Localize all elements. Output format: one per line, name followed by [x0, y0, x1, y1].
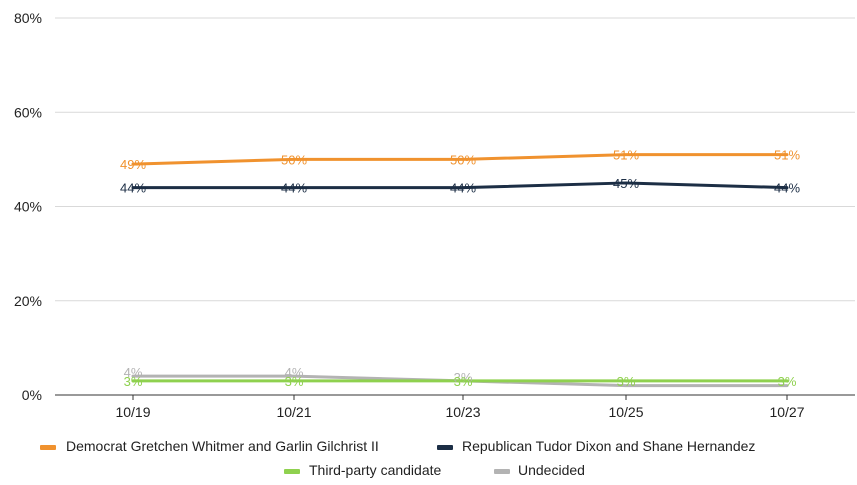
data-label: 50%: [281, 152, 307, 167]
data-label: 4%: [285, 365, 304, 380]
data-label: 44%: [120, 181, 146, 196]
data-label: 4%: [124, 365, 143, 380]
x-tick-label: 10/19: [115, 404, 150, 420]
data-label: 3%: [454, 374, 473, 389]
x-tick-label: 10/21: [276, 404, 311, 420]
y-tick-label: 40%: [14, 199, 42, 215]
legend-swatch: [284, 469, 300, 474]
series-line: [131, 181, 789, 190]
data-label: 3%: [285, 374, 304, 389]
legend-swatch: [40, 445, 56, 450]
data-label: 49%: [120, 157, 146, 172]
legend-swatch: [437, 445, 453, 450]
data-label: 44%: [450, 181, 476, 196]
x-tick-label: 10/25: [608, 404, 643, 420]
legend-label: Third-party candidate: [309, 462, 442, 478]
data-label: 3%: [617, 374, 636, 389]
data-label: 51%: [613, 148, 639, 163]
data-label: 44%: [774, 181, 800, 196]
series-line: [131, 153, 789, 166]
legend-label: Undecided: [518, 462, 585, 478]
legend-label: Republican Tudor Dixon and Shane Hernand…: [462, 438, 755, 454]
x-tick-label: 10/23: [445, 404, 480, 420]
legend-label: Democrat Gretchen Whitmer and Garlin Gil…: [66, 438, 379, 454]
data-label: 51%: [774, 148, 800, 163]
y-tick-label: 80%: [14, 10, 42, 26]
data-label: 44%: [281, 181, 307, 196]
y-tick-label: 20%: [14, 293, 42, 309]
y-tick-label: 60%: [14, 104, 42, 120]
data-label: 50%: [450, 152, 476, 167]
data-label: 3%: [454, 370, 473, 385]
data-label: 3%: [778, 374, 797, 389]
legend-swatch: [494, 469, 510, 474]
data-label: 45%: [613, 176, 639, 191]
x-tick-label: 10/27: [769, 404, 804, 420]
y-tick-label: 0%: [22, 387, 42, 403]
data-label: 3%: [124, 374, 143, 389]
